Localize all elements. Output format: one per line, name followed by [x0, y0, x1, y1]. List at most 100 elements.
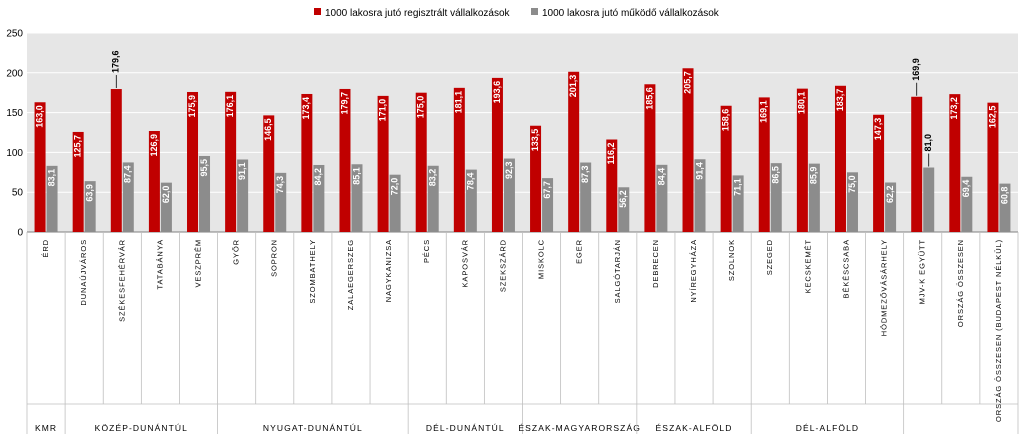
category-label: SZOLNOK	[727, 239, 736, 281]
category-label: DUNAÚJVÁROS	[79, 239, 88, 306]
category-label: NAGYKANIZSA	[384, 239, 393, 302]
data-label-operating: 95,5	[199, 159, 209, 177]
bar-registered	[110, 89, 122, 233]
category-label: NYÍREGYHÁZA	[689, 239, 698, 303]
bar-registered	[34, 102, 46, 232]
data-label-operating: 84,4	[656, 168, 666, 186]
data-label-registered: 205,7	[682, 71, 692, 94]
y-tick-label: 200	[6, 68, 23, 79]
category-label: PÉCS	[422, 239, 431, 263]
bar-operating	[618, 187, 630, 232]
bar-registered	[415, 92, 427, 232]
region-label: KÖZÉP-DUNÁNTÚL	[95, 423, 188, 433]
category-label: ÉRD	[41, 239, 50, 258]
data-label-registered: 180,1	[797, 92, 807, 115]
bar-operating	[885, 182, 897, 232]
bar-operating	[656, 164, 668, 232]
data-label-operating: 62,0	[161, 186, 171, 204]
data-label-registered: 176,1	[225, 95, 235, 118]
data-label-operating: 85,9	[809, 167, 819, 185]
x-axis: ÉRD DUNAÚJVÁROS SZÉKESFEHÉRVÁR TATABÁNYA VES…	[26, 232, 1019, 434]
data-label-registered: 175,0	[416, 96, 426, 119]
legend-label-operating: 1000 lakosra jutó működő vállalkozások	[542, 8, 720, 19]
y-tick-label: 0	[17, 228, 23, 239]
category-label: ORSZÁG ÖSSZESEN	[956, 239, 965, 327]
data-label-registered: 169,1	[759, 100, 769, 123]
bar-operating	[351, 164, 363, 232]
data-label-registered: 116,2	[606, 143, 616, 165]
bar-registered	[644, 84, 656, 233]
category-label: SALGÓTARJÁN	[613, 239, 622, 303]
bar-registered	[873, 114, 885, 232]
data-label-registered: 158,6	[721, 109, 731, 132]
bar-operating	[694, 159, 706, 232]
category-label: BÉKÉSCSABA	[841, 239, 850, 298]
data-label-operating: 91,4	[694, 162, 704, 180]
bar-operating	[237, 159, 249, 232]
data-label-operating: 75,0	[847, 175, 857, 193]
data-label-operating: 81,0	[923, 134, 933, 152]
bar-registered	[339, 88, 351, 232]
bar-registered	[682, 68, 694, 232]
bar-operating	[465, 169, 477, 232]
region-label: ÉSZAK-MAGYARORSZÁG	[518, 423, 641, 433]
region-label: KMR	[35, 423, 57, 433]
category-label: ZALAEGERSZEG	[346, 239, 355, 310]
bar-operating	[808, 163, 820, 232]
bar-registered	[225, 91, 237, 232]
category-label: EGER	[575, 239, 584, 264]
data-label-operating: 83,2	[428, 169, 438, 187]
bar-operating	[122, 162, 134, 232]
category-label: TATABÁNYA	[155, 239, 164, 289]
bar-registered	[377, 95, 389, 232]
data-label-operating: 60,8	[999, 187, 1009, 205]
bar-operating	[199, 155, 211, 232]
data-label-operating: 74,3	[275, 176, 285, 194]
data-label-operating: 83,1	[46, 169, 56, 187]
bar-registered	[187, 91, 199, 232]
category-label: HÓDMEZŐVÁSÁRHELY	[880, 239, 889, 336]
data-label-registered: 169,9	[911, 58, 921, 81]
region-label: NYUGAT-DUNÁNTÚL	[263, 423, 363, 433]
data-label-operating: 86,5	[771, 166, 781, 184]
bar-operating	[46, 165, 58, 232]
region-label: DÉL-ALFÖLD	[796, 423, 859, 433]
bar-registered	[911, 96, 923, 232]
bar-operating	[770, 163, 782, 232]
y-tick-label: 150	[6, 108, 23, 119]
bar-operating	[84, 181, 96, 232]
data-label-registered: 179,6	[111, 51, 121, 74]
bar-registered	[148, 130, 160, 232]
bar-registered	[263, 115, 275, 232]
category-label: KECSKEMÉT	[803, 239, 812, 293]
y-tick-label: 100	[6, 148, 23, 159]
legend-swatch-registered	[314, 8, 321, 15]
data-label-operating: 87,3	[580, 166, 590, 184]
y-tick-label: 250	[6, 29, 23, 40]
data-label-registered: 147,3	[873, 118, 883, 141]
legend-label-registered: 1000 lakosra jutó regisztrált vállalkozá…	[325, 8, 511, 19]
bar-registered	[606, 139, 618, 232]
category-label: KAPOSVÁR	[460, 239, 469, 287]
data-label-operating: 72,0	[389, 178, 399, 196]
data-label-registered: 162,5	[987, 106, 997, 129]
data-label-registered: 175,9	[187, 95, 197, 118]
data-label-registered: 171,0	[377, 99, 387, 122]
bar-registered	[796, 88, 808, 232]
bar-registered	[491, 77, 503, 232]
bar-registered	[453, 87, 465, 233]
category-label: SZOMBATHELY	[308, 239, 317, 304]
bar-registered	[758, 97, 770, 233]
data-label-operating: 85,1	[351, 167, 361, 185]
bar-registered	[949, 94, 961, 232]
data-label-registered: 173,4	[301, 97, 311, 120]
bar-registered	[530, 125, 542, 232]
data-label-operating: 84,2	[313, 168, 323, 186]
bar-operating	[923, 167, 935, 232]
bars: 163,0 83,1 125,7 63,9 179,6 87,4 126,9 62,0 175,…	[34, 51, 1011, 233]
data-label-operating: 71,1	[733, 178, 743, 196]
bar-operating	[999, 183, 1011, 232]
plot-background	[27, 33, 1018, 232]
data-label-registered: 179,7	[339, 92, 349, 115]
